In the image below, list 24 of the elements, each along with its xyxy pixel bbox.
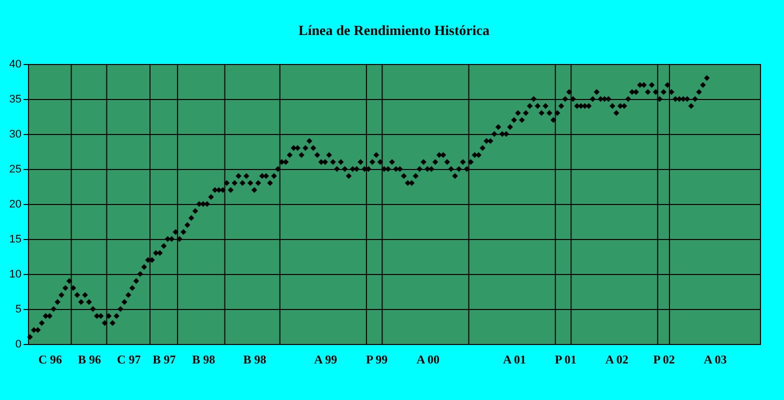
x-tick-label: P 99 <box>366 352 388 366</box>
x-tick-label: B 98 <box>192 352 216 366</box>
y-tick-label: 30 <box>9 128 22 140</box>
y-tick-label: 40 <box>9 58 22 70</box>
x-tick-label: A 01 <box>503 352 526 366</box>
x-tick-label: C 97 <box>117 352 141 366</box>
y-tick-label: 35 <box>9 94 22 106</box>
y-tick-label: 5 <box>15 304 22 316</box>
x-tick-label: B 96 <box>78 352 102 366</box>
x-tick-label: A 03 <box>704 352 727 366</box>
x-tick-label: C 96 <box>38 352 62 366</box>
x-tick-label: B 97 <box>152 352 176 366</box>
x-tick-label: P 01 <box>554 352 577 366</box>
chart-title: Línea de Rendimiento Histórica <box>298 24 490 39</box>
x-tick-label: A 00 <box>416 352 440 366</box>
x-tick-label: B 98 <box>243 352 266 366</box>
y-tick-label: 10 <box>9 268 22 280</box>
y-tick-label: 25 <box>9 164 22 176</box>
y-tick-label: 0 <box>15 338 22 350</box>
x-tick-label: A 02 <box>605 352 628 366</box>
x-tick-label: A 99 <box>314 352 338 366</box>
y-tick-label: 15 <box>9 234 22 246</box>
x-tick-label: P 02 <box>653 352 675 366</box>
y-tick-label: 20 <box>9 198 22 210</box>
